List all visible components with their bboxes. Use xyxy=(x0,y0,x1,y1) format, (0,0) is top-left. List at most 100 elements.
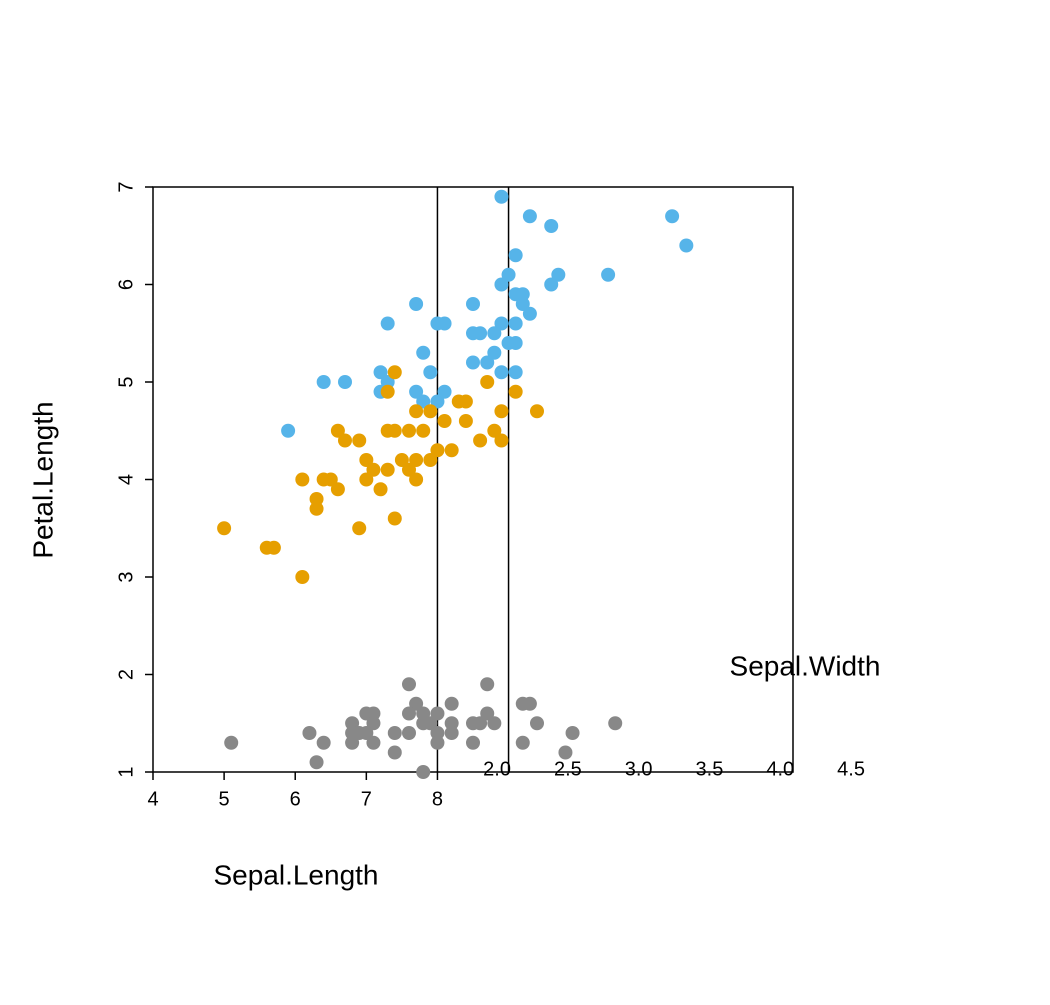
point xyxy=(295,570,310,584)
point xyxy=(430,394,445,409)
plot-frame xyxy=(152,186,794,773)
point xyxy=(508,316,523,331)
point xyxy=(487,423,502,438)
point xyxy=(338,375,352,389)
x2-tick-label: 4.5 xyxy=(837,758,865,780)
x2-tick-label: 2.5 xyxy=(554,758,582,780)
point xyxy=(380,316,395,331)
point xyxy=(359,472,374,487)
point xyxy=(416,394,431,409)
point xyxy=(487,326,502,341)
point xyxy=(494,189,509,204)
point xyxy=(402,677,416,692)
point xyxy=(387,726,402,740)
point xyxy=(281,423,296,438)
y-tick-label: 7 xyxy=(115,181,137,192)
point xyxy=(366,716,381,731)
point xyxy=(508,384,523,399)
point xyxy=(494,277,509,292)
point xyxy=(423,404,438,419)
point xyxy=(330,423,345,438)
point xyxy=(316,735,331,750)
point xyxy=(309,492,324,506)
point xyxy=(359,453,374,467)
point xyxy=(366,706,381,721)
point xyxy=(601,267,616,282)
x2-tick-label: 3.0 xyxy=(625,758,653,780)
point xyxy=(608,716,623,731)
point xyxy=(266,540,281,555)
point xyxy=(544,219,559,233)
point xyxy=(345,735,360,750)
point xyxy=(380,375,395,389)
y-tick-label: 5 xyxy=(115,376,137,387)
point xyxy=(416,423,431,438)
point xyxy=(373,365,388,380)
point xyxy=(515,735,530,750)
point xyxy=(508,336,523,350)
point xyxy=(402,423,416,438)
y-tick-label: 6 xyxy=(115,279,137,290)
point xyxy=(480,375,495,389)
point xyxy=(359,726,374,740)
point xyxy=(458,394,473,409)
point xyxy=(437,384,452,399)
point xyxy=(515,287,530,302)
point xyxy=(665,209,680,224)
point xyxy=(416,765,431,779)
point xyxy=(295,472,310,487)
point xyxy=(352,521,367,536)
point xyxy=(409,384,424,399)
point xyxy=(224,735,239,750)
point xyxy=(444,726,459,740)
point xyxy=(309,501,324,516)
point xyxy=(387,745,402,760)
point xyxy=(302,726,317,740)
x2-tick-label: 2.0 xyxy=(483,758,511,780)
point xyxy=(373,482,388,497)
y-tick-label: 1 xyxy=(115,766,137,777)
x-tick-label: 7 xyxy=(361,788,372,810)
x-tick-label: 5 xyxy=(219,788,230,810)
y-tick-label: 3 xyxy=(115,571,137,582)
point xyxy=(473,716,488,731)
point xyxy=(380,462,395,477)
point xyxy=(515,297,530,311)
x-tick-label: 4 xyxy=(147,788,158,810)
point xyxy=(466,297,480,311)
point xyxy=(409,472,424,487)
point xyxy=(565,726,580,740)
x-tick-label: 6 xyxy=(290,788,301,810)
point xyxy=(430,443,445,458)
point xyxy=(494,365,509,380)
point xyxy=(430,706,445,721)
point xyxy=(437,316,452,331)
point xyxy=(423,453,438,467)
point xyxy=(473,433,488,448)
point xyxy=(423,716,438,731)
point xyxy=(323,472,338,487)
point xyxy=(466,735,480,750)
point xyxy=(473,326,488,341)
point xyxy=(522,306,537,321)
x-tick-label: 8 xyxy=(432,788,443,810)
point xyxy=(402,726,416,740)
x2-axis-label: Sepal.Width xyxy=(730,650,881,681)
point xyxy=(409,453,424,467)
point xyxy=(416,706,431,721)
point xyxy=(366,462,381,477)
point xyxy=(444,716,459,731)
point xyxy=(444,696,459,711)
point xyxy=(380,384,395,399)
point xyxy=(394,453,409,467)
point xyxy=(480,706,495,721)
y-axis-label: Petal.Length xyxy=(27,401,58,558)
x2-tick-label: 4.0 xyxy=(766,758,794,780)
point xyxy=(508,365,523,380)
point xyxy=(352,433,367,448)
point xyxy=(544,277,559,292)
y-tick-label: 4 xyxy=(115,474,137,485)
point xyxy=(501,267,516,282)
point xyxy=(558,745,573,760)
